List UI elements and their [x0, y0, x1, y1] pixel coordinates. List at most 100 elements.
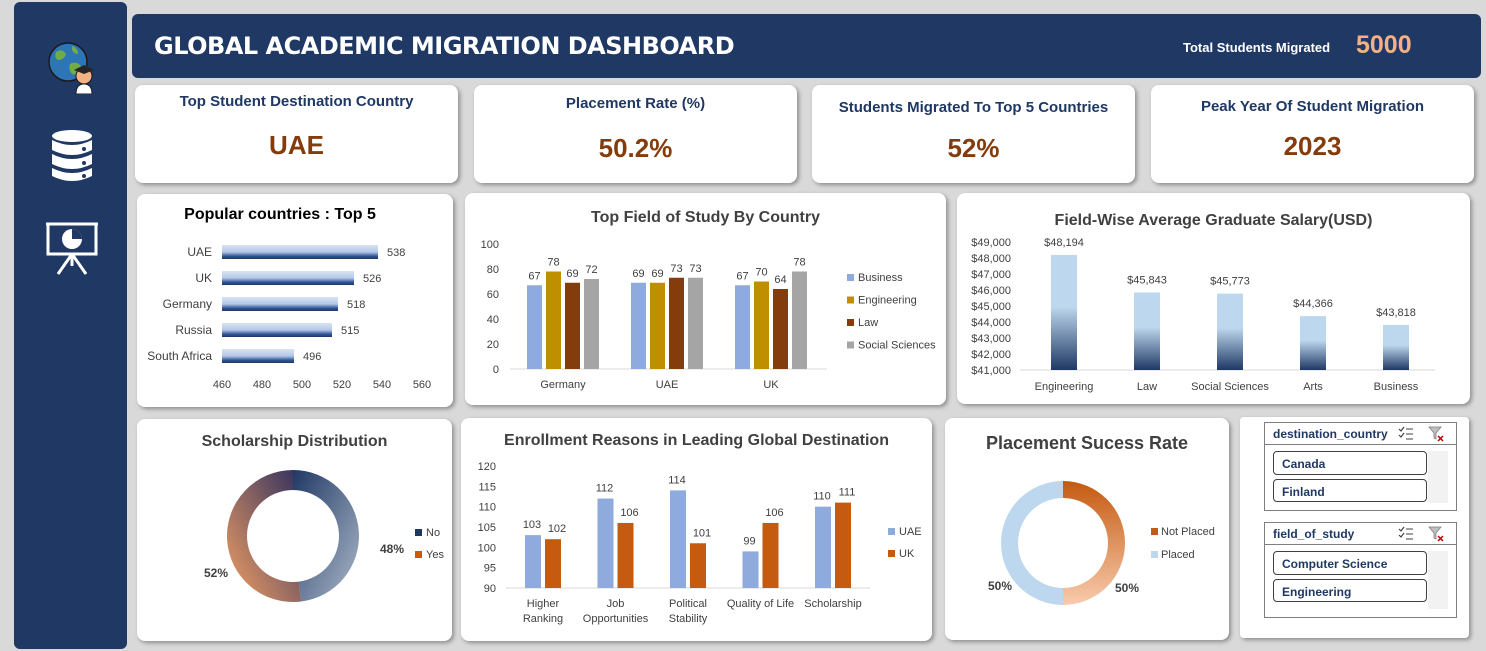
- data-label: 72: [585, 264, 597, 276]
- category-label: Business: [1374, 381, 1419, 393]
- legend-label: No: [426, 527, 440, 539]
- category-label: Engineering: [1035, 381, 1094, 393]
- enrollment-reasons-chart: 90 95 100 105 110 115 120 103 102 Higher Ranking 11…: [478, 461, 922, 625]
- data-label: $45,843: [1127, 275, 1167, 287]
- bar: [617, 522, 634, 588]
- category-label: Law: [1137, 381, 1157, 393]
- bar: [222, 349, 294, 363]
- kpi-value: 2023: [1283, 131, 1342, 161]
- category-label: Social Sciences: [1191, 381, 1269, 393]
- bar: [1383, 324, 1409, 370]
- slicer-scrollbar[interactable]: [1428, 551, 1448, 609]
- tick-label: 460: [213, 379, 231, 391]
- data-label: $44,366: [1293, 298, 1333, 310]
- slicer-item-canada[interactable]: Canada: [1273, 451, 1427, 475]
- category-label: Russia: [175, 323, 212, 337]
- legend-label: Social Sciences: [858, 340, 936, 352]
- bar: [222, 245, 378, 259]
- tick-label: 560: [413, 379, 431, 391]
- data-label: 111: [839, 487, 856, 499]
- bar: [742, 551, 759, 588]
- multi-select-icon[interactable]: [1398, 426, 1414, 442]
- slicer-item-finland[interactable]: Finland: [1273, 479, 1427, 502]
- chart-title: Enrollment Reasons in Leading Global Des…: [504, 432, 889, 449]
- category-label: Stability: [669, 613, 708, 625]
- tick-label: $43,000: [971, 333, 1011, 345]
- data-label: 114: [668, 474, 686, 486]
- category-label: UAE: [187, 245, 212, 259]
- slicer-item-computer-science[interactable]: Computer Science: [1273, 551, 1427, 575]
- legend-label: Business: [858, 272, 903, 284]
- category-label: Arts: [1303, 381, 1323, 393]
- kpi-title: Students Migrated To Top 5 Countries: [838, 99, 1109, 116]
- data-label: 64: [774, 274, 786, 286]
- bar: [792, 271, 807, 369]
- tick-label: $41,000: [971, 365, 1011, 377]
- data-label: 103: [523, 519, 541, 531]
- tick-label: 90: [484, 583, 496, 595]
- legend-swatch: [415, 551, 422, 558]
- tick-label: 20: [487, 339, 499, 351]
- legend-label: UK: [899, 548, 915, 560]
- bar: [525, 535, 541, 588]
- slicer-field-of-study: field_of_study Computer Science Engineer…: [1264, 522, 1457, 618]
- category-label: Scholarship: [804, 598, 861, 610]
- bar: [669, 277, 684, 369]
- kpi-card-placement-rate: Placement Rate (%) 50.2%: [474, 85, 797, 183]
- bar: [762, 522, 779, 588]
- bar: [222, 297, 338, 311]
- category-label: Ranking: [523, 613, 563, 625]
- data-label: 48%: [380, 542, 404, 556]
- data-label: 73: [670, 263, 682, 275]
- slicer-item-engineering[interactable]: Engineering: [1273, 579, 1427, 602]
- tick-label: 480: [253, 379, 271, 391]
- bar: [815, 506, 831, 588]
- clear-filter-icon[interactable]: [1428, 526, 1444, 542]
- tick-label: $45,000: [971, 301, 1011, 313]
- field-of-study-chart: 0 20 40 60 80 100 67 78 69 72 Germany 69 69 73 73 UAE 67…: [481, 239, 937, 391]
- kpi-title: Placement Rate (%): [565, 95, 706, 112]
- scholarship-chart: 48% 52% No Yes: [204, 470, 444, 602]
- data-label: 69: [651, 268, 663, 280]
- chart-card-salary: Field-Wise Average Graduate Salary(USD) …: [957, 193, 1470, 404]
- tick-label: 110: [478, 502, 496, 514]
- data-label: 50%: [988, 579, 1012, 593]
- kpi-card-peak-year: Peak Year Of Student Migration 2023: [1151, 85, 1474, 183]
- legend-label: Not Placed: [1161, 526, 1215, 538]
- bar: [1134, 292, 1160, 370]
- tick-label: 100: [478, 542, 496, 554]
- data-label: 73: [689, 263, 701, 275]
- bar: [222, 271, 354, 285]
- data-label: 518: [347, 299, 365, 311]
- bar: [650, 282, 665, 369]
- data-label: 526: [363, 273, 381, 285]
- clear-filter-icon[interactable]: [1428, 426, 1444, 442]
- bar: [835, 502, 851, 588]
- kpi-card-top-destination: Top Student Destination Country UAE: [135, 85, 458, 183]
- category-label: Job: [607, 598, 625, 610]
- globe-graduate-icon[interactable]: [44, 38, 100, 94]
- tick-label: $48,000: [971, 253, 1011, 265]
- slice: [293, 470, 360, 602]
- tick-label: 105: [478, 522, 496, 534]
- multi-select-icon[interactable]: [1398, 526, 1414, 542]
- slicer-scrollbar[interactable]: [1428, 451, 1448, 503]
- chart-title: Top Field of Study By Country: [590, 209, 821, 226]
- legend-label: UAE: [899, 526, 922, 538]
- legend-swatch: [847, 296, 854, 304]
- presentation-chart-icon[interactable]: [44, 220, 100, 276]
- data-label: 110: [813, 491, 831, 503]
- database-icon[interactable]: [44, 126, 100, 182]
- kpi-value: UAE: [269, 130, 324, 160]
- kpi-title: Top Student Destination Country: [179, 93, 414, 110]
- category-label: Germany: [163, 297, 212, 311]
- bar: [222, 323, 332, 337]
- slice: [227, 470, 302, 602]
- tick-label: 540: [373, 379, 391, 391]
- data-label: 106: [765, 507, 783, 519]
- slicer-destination-country: destination_country Canada Finland: [1264, 422, 1457, 511]
- data-label: 69: [632, 268, 644, 280]
- bar: [1217, 293, 1243, 370]
- data-label: 112: [596, 483, 614, 495]
- header-bar: GLOBAL ACADEMIC MIGRATION DASHBOARD Tota…: [132, 14, 1481, 78]
